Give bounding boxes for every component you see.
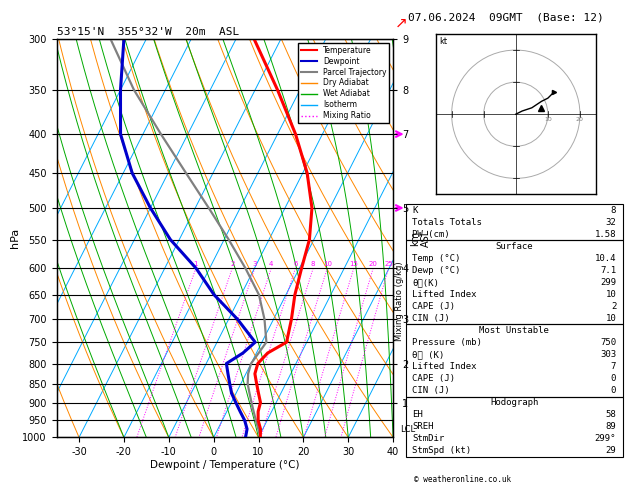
- Text: CAPE (J): CAPE (J): [412, 302, 455, 311]
- Text: θᴇ (K): θᴇ (K): [412, 350, 445, 359]
- Text: kt: kt: [439, 37, 447, 46]
- Bar: [406, 325, 623, 397]
- Text: 303: 303: [600, 350, 616, 359]
- Text: 1: 1: [194, 260, 198, 267]
- Text: 15: 15: [349, 260, 358, 267]
- Text: 25: 25: [384, 260, 393, 267]
- Text: 299°: 299°: [594, 434, 616, 443]
- Text: 07.06.2024  09GMT  (Base: 12): 07.06.2024 09GMT (Base: 12): [408, 12, 603, 22]
- Text: SREH: SREH: [412, 422, 434, 431]
- Text: LCL: LCL: [400, 424, 415, 434]
- Text: 2: 2: [611, 302, 616, 311]
- Text: CIN (J): CIN (J): [412, 314, 450, 323]
- Y-axis label: hPa: hPa: [9, 228, 19, 248]
- Text: CAPE (J): CAPE (J): [412, 374, 455, 383]
- Text: Lifted Index: Lifted Index: [412, 362, 477, 371]
- Text: Hodograph: Hodograph: [490, 398, 538, 407]
- Text: 29: 29: [606, 446, 616, 455]
- Text: 0: 0: [611, 386, 616, 395]
- Text: ↗: ↗: [395, 16, 408, 31]
- Text: 299: 299: [600, 278, 616, 287]
- Text: Most Unstable: Most Unstable: [479, 326, 549, 335]
- Text: 1.58: 1.58: [594, 230, 616, 239]
- Text: 7: 7: [611, 362, 616, 371]
- Text: 53°15'N  355°32'W  20m  ASL: 53°15'N 355°32'W 20m ASL: [57, 27, 239, 37]
- Text: 10: 10: [323, 260, 331, 267]
- Text: 7.1: 7.1: [600, 266, 616, 275]
- Text: EH: EH: [412, 410, 423, 419]
- Text: Mixing Ratio (g/kg): Mixing Ratio (g/kg): [395, 261, 404, 341]
- Text: K: K: [412, 206, 418, 215]
- Text: Dewp (°C): Dewp (°C): [412, 266, 460, 275]
- Text: 4: 4: [269, 260, 274, 267]
- Text: 8: 8: [311, 260, 315, 267]
- Legend: Temperature, Dewpoint, Parcel Trajectory, Dry Adiabat, Wet Adiabat, Isotherm, Mi: Temperature, Dewpoint, Parcel Trajectory…: [298, 43, 389, 123]
- Text: Totals Totals: Totals Totals: [412, 218, 482, 226]
- Text: 58: 58: [606, 410, 616, 419]
- Text: 3: 3: [252, 260, 257, 267]
- Bar: [406, 240, 623, 325]
- Y-axis label: km
ASL: km ASL: [409, 229, 431, 247]
- Text: 89: 89: [606, 422, 616, 431]
- Text: 10: 10: [606, 290, 616, 299]
- Text: 750: 750: [600, 338, 616, 347]
- Bar: [406, 204, 623, 240]
- Text: Temp (°C): Temp (°C): [412, 254, 460, 263]
- Text: © weatheronline.co.uk: © weatheronline.co.uk: [414, 474, 511, 484]
- X-axis label: Dewpoint / Temperature (°C): Dewpoint / Temperature (°C): [150, 460, 299, 470]
- Text: 0: 0: [611, 374, 616, 383]
- Text: Lifted Index: Lifted Index: [412, 290, 477, 299]
- Text: 10: 10: [606, 314, 616, 323]
- Text: 10.4: 10.4: [594, 254, 616, 263]
- Text: 32: 32: [606, 218, 616, 226]
- Text: 10: 10: [544, 117, 552, 122]
- Bar: [406, 397, 623, 457]
- Text: 6: 6: [293, 260, 298, 267]
- Text: 8: 8: [611, 206, 616, 215]
- Text: Pressure (mb): Pressure (mb): [412, 338, 482, 347]
- Text: StmSpd (kt): StmSpd (kt): [412, 446, 471, 455]
- Text: θᴇ(K): θᴇ(K): [412, 278, 439, 287]
- Text: 20: 20: [576, 117, 584, 122]
- Text: StmDir: StmDir: [412, 434, 445, 443]
- Text: 20: 20: [369, 260, 377, 267]
- Text: 2: 2: [230, 260, 235, 267]
- Text: PW (cm): PW (cm): [412, 230, 450, 239]
- Text: Surface: Surface: [496, 242, 533, 251]
- Text: CIN (J): CIN (J): [412, 386, 450, 395]
